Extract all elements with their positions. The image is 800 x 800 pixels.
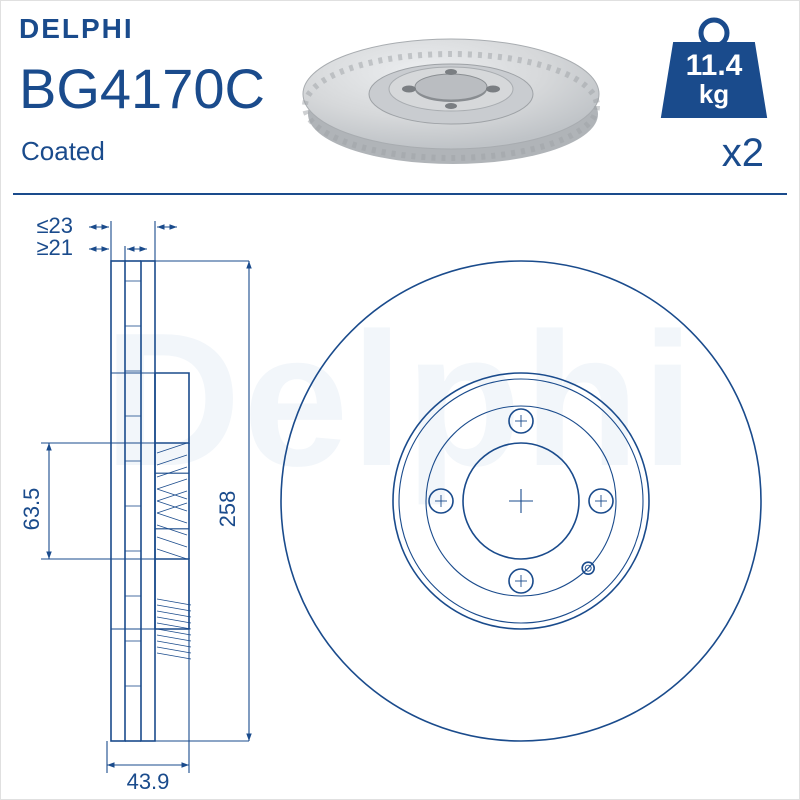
dimension-label: ≥21 [36,235,73,260]
dimension-label: 63.5 [19,488,44,531]
part-number: BG4170C [19,56,265,121]
svg-text:kg: kg [699,79,729,109]
svg-text:11.4: 11.4 [686,49,743,82]
dimension-label: ≤23 [36,213,73,238]
quantity-label: x2 [722,131,764,176]
brand-logo: DELPHI [19,13,134,45]
coating-label: Coated [21,136,105,167]
product-render [291,16,611,181]
header: DELPHI BG4170C Coated [1,1,799,201]
dimension-label: 258 [215,491,240,528]
dimension-label: 43.9 [127,769,170,791]
weight-icon: 11.4 kg [654,13,774,123]
technical-diagrams: ≥21≤23 63.5 258 43.9 [1,201,800,791]
